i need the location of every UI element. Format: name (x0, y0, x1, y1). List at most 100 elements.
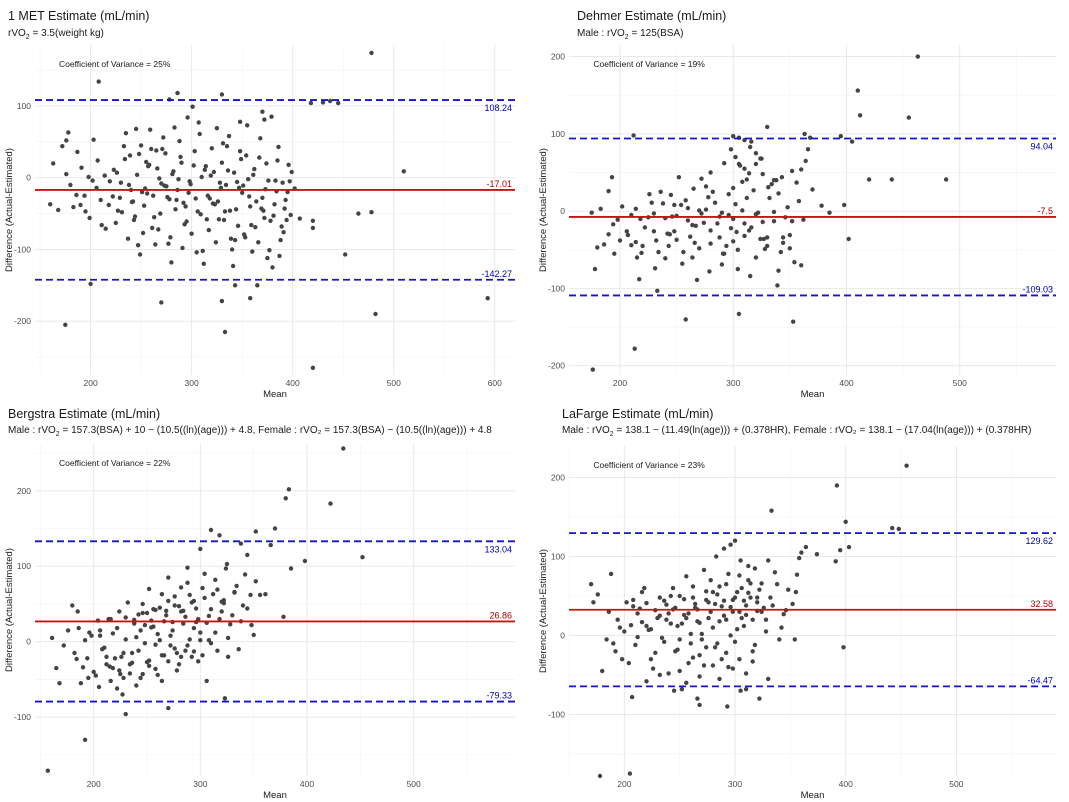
upper-limit-label: 133.04 (484, 544, 512, 554)
data-point (208, 173, 213, 178)
data-point (707, 269, 712, 274)
data-point (266, 178, 271, 183)
data-point (217, 180, 223, 185)
data-point (253, 529, 258, 534)
data-point (211, 169, 217, 175)
data-point (328, 501, 333, 506)
data-point (690, 595, 696, 600)
data-point (662, 598, 667, 603)
data-point (611, 641, 616, 646)
data-point (80, 665, 86, 670)
data-point (87, 215, 92, 221)
data-point (277, 253, 282, 259)
y-tick-label: -200 (548, 361, 565, 371)
data-point (588, 582, 594, 587)
coefficient-of-variance-annotation: Coefficient of Variance = 25% (59, 59, 171, 69)
data-point (95, 158, 100, 163)
data-point (590, 367, 595, 372)
data-point (758, 236, 763, 242)
data-point (251, 172, 256, 177)
data-point (185, 643, 190, 648)
data-point (648, 657, 654, 662)
data-point (244, 153, 249, 158)
data-point (739, 615, 744, 621)
x-tick-label: 300 (185, 378, 199, 388)
data-point (684, 680, 689, 685)
data-point (238, 541, 244, 546)
y-tick-label: 100 (17, 101, 31, 111)
data-point (193, 606, 199, 611)
data-point (146, 586, 152, 592)
data-point (740, 179, 745, 184)
data-point (637, 277, 642, 282)
data-point (589, 210, 594, 215)
data-point (753, 255, 759, 260)
data-point (115, 208, 121, 213)
data-point (114, 686, 120, 691)
data-point (140, 671, 145, 677)
data-point (679, 687, 685, 692)
chart-subtitle: rVO2 = 3.5(weight kg) (8, 28, 104, 41)
data-point (786, 587, 791, 592)
data-point (906, 115, 911, 120)
data-point (401, 169, 406, 174)
data-point (121, 144, 127, 149)
data-point (626, 660, 631, 666)
x-tick-label: 400 (286, 378, 300, 388)
data-point (726, 192, 731, 197)
data-point (738, 558, 743, 563)
data-point (771, 178, 777, 183)
data-point (799, 550, 804, 555)
data-point (181, 200, 186, 205)
data-point (724, 617, 729, 622)
data-point (181, 621, 186, 626)
data-point (672, 229, 677, 234)
data-point (652, 266, 658, 271)
data-point (701, 567, 707, 573)
data-point (246, 177, 251, 182)
data-point (640, 243, 645, 249)
data-point (166, 241, 171, 246)
data-point (182, 222, 187, 227)
data-point (728, 633, 733, 638)
data-point (611, 222, 616, 227)
data-point (177, 138, 182, 144)
data-point (310, 218, 316, 223)
data-point (78, 202, 83, 208)
data-point (606, 609, 611, 614)
data-point (264, 161, 269, 166)
data-point (144, 159, 149, 165)
data-point (896, 526, 901, 532)
x-tick-label: 500 (949, 779, 963, 789)
data-point (122, 156, 128, 162)
data-point (644, 600, 649, 606)
data-point (230, 263, 236, 269)
data-point (153, 642, 158, 647)
data-point (736, 161, 742, 167)
data-point (118, 180, 124, 185)
data-point (240, 603, 246, 608)
data-point (253, 225, 258, 230)
data-point (750, 649, 755, 654)
data-point (91, 137, 96, 142)
data-point (697, 702, 702, 708)
data-point (810, 187, 815, 192)
data-point (236, 647, 241, 652)
data-point (620, 204, 625, 209)
data-point (674, 237, 679, 242)
data-point (668, 621, 673, 626)
data-point (96, 684, 102, 690)
data-point (151, 624, 156, 629)
data-point (248, 296, 253, 301)
upper-limit-label: 129.62 (1025, 536, 1053, 546)
data-point (71, 204, 76, 210)
data-point (164, 613, 169, 618)
data-point (642, 225, 648, 230)
data-point (146, 164, 151, 169)
data-point (666, 671, 671, 676)
data-point (757, 696, 762, 701)
y-tick-label: 200 (551, 52, 565, 62)
data-point (657, 672, 662, 678)
data-point (219, 298, 225, 304)
data-point (719, 657, 724, 662)
